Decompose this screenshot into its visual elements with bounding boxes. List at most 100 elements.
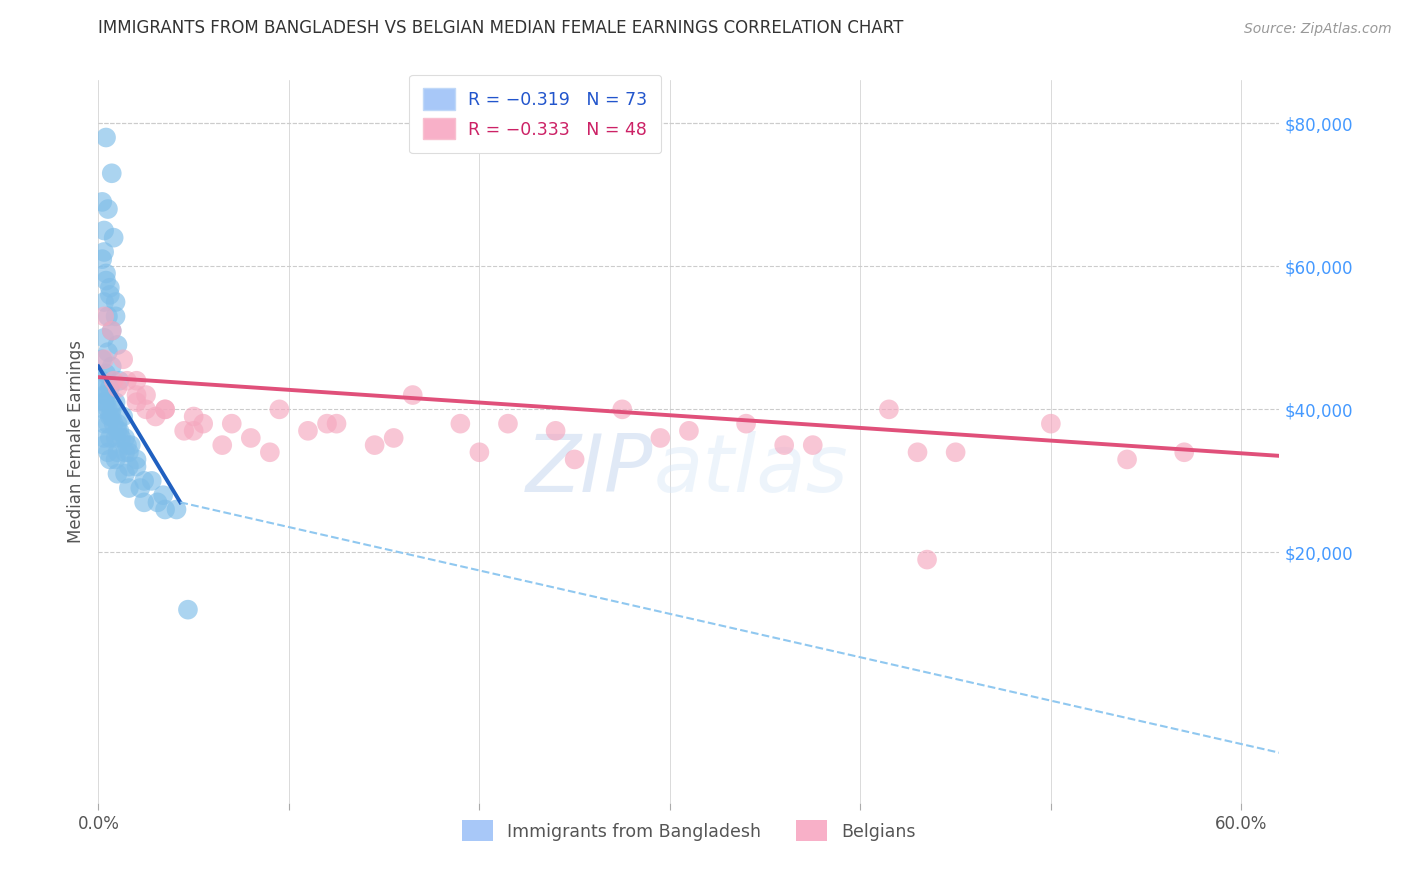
- Point: [135, 402, 157, 417]
- Point: [97, 345, 120, 359]
- Point: [107, 424, 129, 438]
- Point: [104, 431, 127, 445]
- Point: [97, 202, 120, 216]
- Point: [103, 417, 125, 431]
- Point: [107, 417, 129, 431]
- Point: [612, 402, 634, 417]
- Point: [100, 409, 122, 424]
- Point: [98, 409, 121, 424]
- Point: [773, 438, 796, 452]
- Point: [104, 310, 127, 324]
- Point: [363, 438, 385, 452]
- Point: [1039, 417, 1062, 431]
- Point: [94, 274, 117, 288]
- Point: [97, 310, 120, 324]
- Point: [100, 359, 122, 374]
- Point: [544, 424, 567, 438]
- Point: [91, 194, 114, 209]
- Point: [125, 374, 148, 388]
- Point: [118, 481, 141, 495]
- Point: [100, 402, 122, 417]
- Point: [104, 295, 127, 310]
- Point: [915, 552, 938, 566]
- Point: [1173, 445, 1195, 459]
- Point: [259, 445, 281, 459]
- Point: [118, 445, 141, 459]
- Point: [108, 424, 131, 438]
- Point: [93, 438, 115, 452]
- Point: [91, 381, 114, 395]
- Point: [735, 417, 758, 431]
- Text: IMMIGRANTS FROM BANGLADESH VS BELGIAN MEDIAN FEMALE EARNINGS CORRELATION CHART: IMMIGRANTS FROM BANGLADESH VS BELGIAN ME…: [98, 19, 904, 37]
- Point: [153, 502, 176, 516]
- Legend: Immigrants from Bangladesh, Belgians: Immigrants from Bangladesh, Belgians: [456, 814, 922, 848]
- Point: [94, 130, 117, 145]
- Point: [94, 395, 117, 409]
- Point: [125, 459, 148, 474]
- Point: [221, 417, 243, 431]
- Point: [125, 388, 148, 402]
- Point: [402, 388, 425, 402]
- Point: [103, 374, 125, 388]
- Point: [468, 445, 491, 459]
- Point: [145, 409, 167, 424]
- Point: [193, 417, 215, 431]
- Point: [801, 438, 824, 452]
- Point: [114, 445, 136, 459]
- Point: [325, 417, 347, 431]
- Point: [118, 459, 141, 474]
- Point: [115, 374, 138, 388]
- Point: [153, 402, 176, 417]
- Text: atlas: atlas: [654, 432, 848, 509]
- Point: [91, 374, 114, 388]
- Point: [1116, 452, 1139, 467]
- Point: [93, 431, 115, 445]
- Point: [93, 244, 115, 259]
- Point: [112, 352, 135, 367]
- Point: [153, 402, 176, 417]
- Point: [98, 431, 121, 445]
- Point: [98, 281, 121, 295]
- Point: [98, 452, 121, 467]
- Point: [297, 424, 319, 438]
- Point: [107, 381, 129, 395]
- Text: Source: ZipAtlas.com: Source: ZipAtlas.com: [1244, 22, 1392, 37]
- Point: [239, 431, 262, 445]
- Point: [177, 602, 200, 616]
- Point: [120, 438, 142, 452]
- Point: [134, 474, 156, 488]
- Point: [211, 438, 233, 452]
- Point: [134, 495, 156, 509]
- Point: [146, 495, 169, 509]
- Point: [129, 481, 152, 495]
- Point: [678, 424, 700, 438]
- Point: [107, 467, 129, 481]
- Point: [316, 417, 339, 431]
- Point: [100, 166, 122, 180]
- Point: [135, 388, 157, 402]
- Point: [104, 395, 127, 409]
- Point: [93, 223, 115, 237]
- Point: [114, 467, 136, 481]
- Point: [449, 417, 471, 431]
- Point: [100, 324, 122, 338]
- Point: [877, 402, 900, 417]
- Point: [107, 338, 129, 352]
- Point: [93, 331, 115, 345]
- Point: [112, 409, 135, 424]
- Point: [166, 502, 188, 516]
- Point: [93, 295, 115, 310]
- Point: [94, 367, 117, 381]
- Point: [94, 267, 117, 281]
- Point: [94, 388, 117, 402]
- Point: [93, 352, 115, 367]
- Point: [183, 409, 205, 424]
- Point: [108, 374, 131, 388]
- Point: [98, 288, 121, 302]
- Point: [564, 452, 586, 467]
- Point: [97, 417, 120, 431]
- Point: [183, 424, 205, 438]
- Point: [269, 402, 291, 417]
- Point: [97, 445, 120, 459]
- Point: [125, 452, 148, 467]
